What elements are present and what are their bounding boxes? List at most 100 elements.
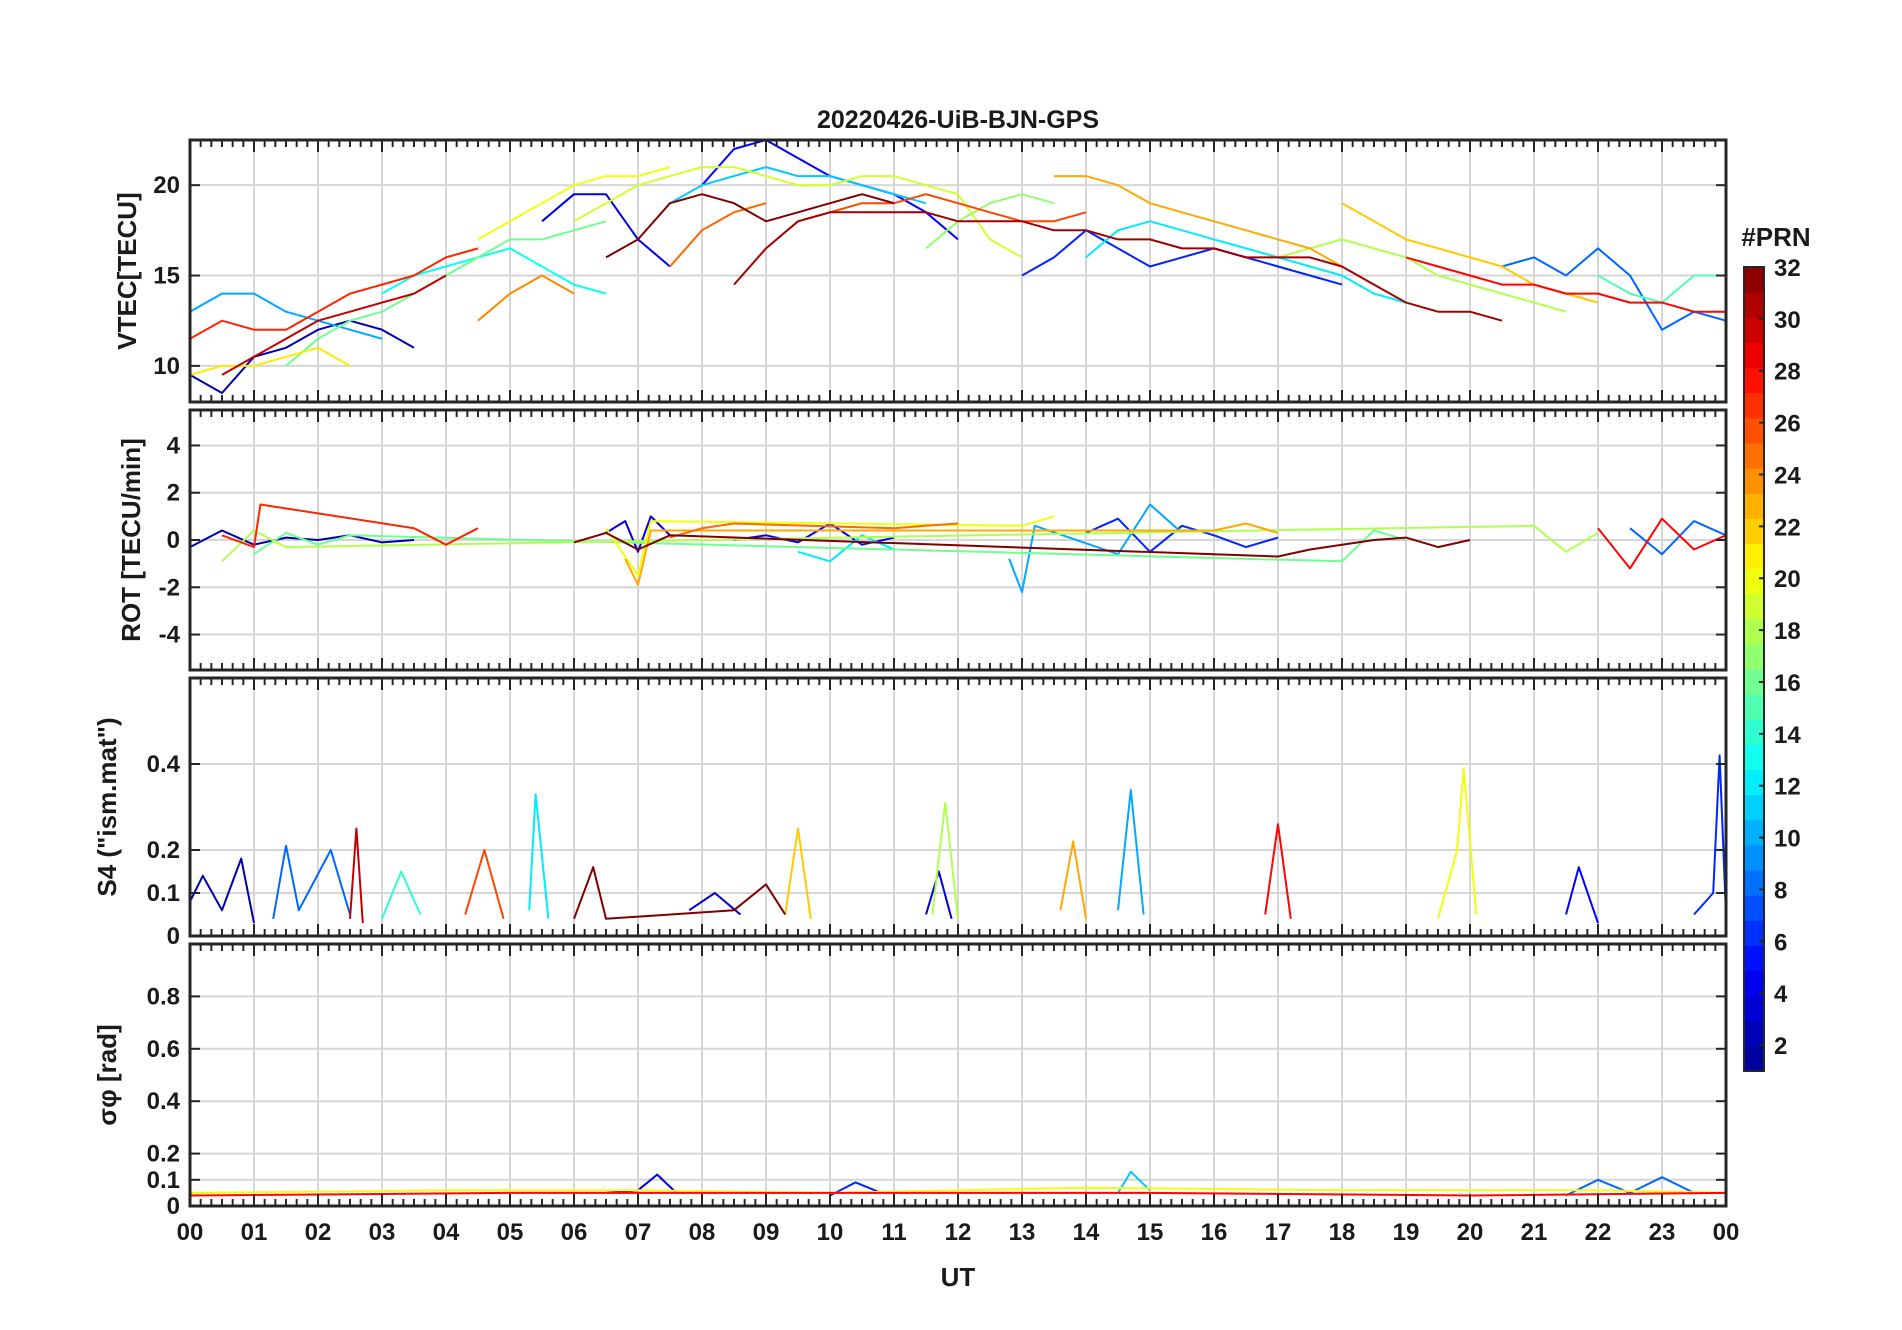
y-tick-label: 0.4 xyxy=(147,751,181,778)
series-line-prn-6 xyxy=(1021,229,1343,286)
panel-sigma-phi: 00.10.2 0.4 0.6 0.8 σφ [rad] xyxy=(92,942,1728,1220)
colorbar-tick-label: 12 xyxy=(1774,774,1801,801)
colorbar-swatch xyxy=(1744,518,1764,544)
colorbar-swatch xyxy=(1744,920,1764,946)
series-line-prn-6 xyxy=(829,1181,882,1197)
series-s4 xyxy=(190,754,1726,924)
x-tick-label: 21 xyxy=(1521,1219,1548,1246)
x-tick-label: 09 xyxy=(753,1219,780,1246)
colorbar-swatch xyxy=(1744,292,1764,318)
axes-sigma-phi: 00.10.2 0.4 0.6 0.8 xyxy=(147,942,1728,1220)
colorbar-swatch xyxy=(1744,317,1764,343)
series-line-prn-10 xyxy=(190,292,383,340)
x-tick-label: 12 xyxy=(945,1219,972,1246)
series-line-prn-12 xyxy=(1085,220,1407,304)
series-line-prn-32 xyxy=(573,866,787,920)
series-line-prn-22 xyxy=(784,827,812,919)
series-line-prn-10 xyxy=(1117,788,1145,915)
series-line-prn-20 xyxy=(605,515,1055,577)
series-line-prn-4 xyxy=(605,1173,678,1194)
colorbar-swatch xyxy=(1744,543,1764,570)
series-line-prn-30 xyxy=(349,827,364,924)
colorbar-tick-label: 2 xyxy=(1774,1033,1787,1060)
colorbar-tick-label: 18 xyxy=(1774,618,1801,645)
y-tick-label: -4 xyxy=(159,622,181,649)
series-line-prn-25 xyxy=(669,202,767,268)
x-tick-label: 20 xyxy=(1457,1219,1484,1246)
axes-vtec: 10 15 20 xyxy=(153,138,1728,404)
series-line-prn-8 xyxy=(1629,520,1726,556)
y-tick-label: 0 xyxy=(167,527,180,554)
ylabel-rot: ROT [TECU/min] xyxy=(116,438,146,642)
colorbar-tick-label: 14 xyxy=(1774,722,1801,749)
colorbar-swatch xyxy=(1744,367,1764,394)
colorbar-swatch xyxy=(1744,1020,1764,1047)
series-line-prn-10 xyxy=(1008,503,1183,593)
colorbar-swatch xyxy=(1744,593,1764,620)
series-line-prn-19 xyxy=(573,166,1023,259)
colorbar-swatch xyxy=(1744,417,1764,444)
y-tick-label: 0.1 xyxy=(147,1167,180,1194)
series-line-prn-8 xyxy=(272,844,351,919)
colorbar-swatch xyxy=(1744,468,1764,494)
x-tick-label: 17 xyxy=(1265,1219,1292,1246)
colorbar-swatch xyxy=(1744,794,1764,821)
series-line-prn-4 xyxy=(605,515,671,553)
colorbar-swatch xyxy=(1744,1045,1764,1072)
colorbar-swatch xyxy=(1744,493,1764,519)
x-axis-label: UT xyxy=(941,1262,976,1292)
x-tick-label: 00 xyxy=(177,1219,204,1246)
series-line-prn-18 xyxy=(221,524,1599,563)
colorbar-swatch xyxy=(1744,719,1764,745)
series-line-prn-21 xyxy=(190,346,351,376)
x-tick-label: 19 xyxy=(1393,1219,1420,1246)
colorbar-swatch xyxy=(1744,618,1764,645)
series-line-prn-24 xyxy=(477,274,575,322)
series-rot xyxy=(190,503,1726,593)
series-line-prn-28 xyxy=(1597,517,1726,570)
colorbar-swatch xyxy=(1744,643,1764,670)
axes-s4: 0 0.1 0.2 0.4 xyxy=(147,676,1728,950)
series-line-prn-8 xyxy=(1501,247,1726,331)
series-line-prn-31 xyxy=(733,211,1503,322)
ylabel-s4: S4 ("ism.mat") xyxy=(92,717,122,896)
series-line-prn-28 xyxy=(1264,823,1292,919)
colorbar-swatch xyxy=(1744,568,1764,595)
series-line-prn-28 xyxy=(190,1191,1726,1197)
colorbar-title: #PRN xyxy=(1741,222,1810,252)
colorbar-tick-label: 24 xyxy=(1774,462,1801,489)
colorbar-swatch xyxy=(1744,870,1764,896)
y-tick-label: 2 xyxy=(167,480,180,507)
x-tick-label: 00 xyxy=(1713,1219,1740,1246)
series-line-prn-18 xyxy=(931,801,959,919)
colorbar-swatch xyxy=(1744,342,1764,369)
ylabel-vtec: VTEC[TECU] xyxy=(112,192,142,349)
colorbar-swatch xyxy=(1744,895,1764,921)
x-tick-label: 11 xyxy=(881,1219,906,1246)
y-tick-label: 4 xyxy=(167,432,181,459)
y-tick-label: 0.1 xyxy=(147,880,180,907)
x-tick-label: 18 xyxy=(1329,1219,1356,1246)
series-line-prn-23 xyxy=(624,522,1279,586)
series-line-prn-18 xyxy=(1277,238,1567,313)
colorbar-frame xyxy=(1743,266,1765,1072)
series-line-prn-5 xyxy=(1565,866,1599,924)
series-line-prn-2 xyxy=(190,319,415,394)
colorbar-swatch xyxy=(1744,844,1764,871)
series-line-prn-23 xyxy=(1059,840,1087,919)
series-line-prn-12 xyxy=(528,793,550,919)
colorbar-swatch xyxy=(1744,819,1764,846)
series-line-prn-26 xyxy=(464,849,505,920)
figure-title: 20220426-UiB-BJN-GPS xyxy=(817,106,1099,134)
colorbar-tick-label: 6 xyxy=(1774,929,1787,956)
y-tick-label: 0.2 xyxy=(147,837,180,864)
y-tick-label: 10 xyxy=(153,353,180,380)
colorbar-tick-label: 26 xyxy=(1774,411,1801,438)
series-line-prn-30 xyxy=(221,274,447,376)
colorbar-swatch xyxy=(1744,442,1764,469)
colorbar-tick-label: 8 xyxy=(1774,877,1787,904)
colorbar-tick-label: 30 xyxy=(1774,307,1801,334)
series-line-prn-11 xyxy=(1117,1170,1151,1194)
